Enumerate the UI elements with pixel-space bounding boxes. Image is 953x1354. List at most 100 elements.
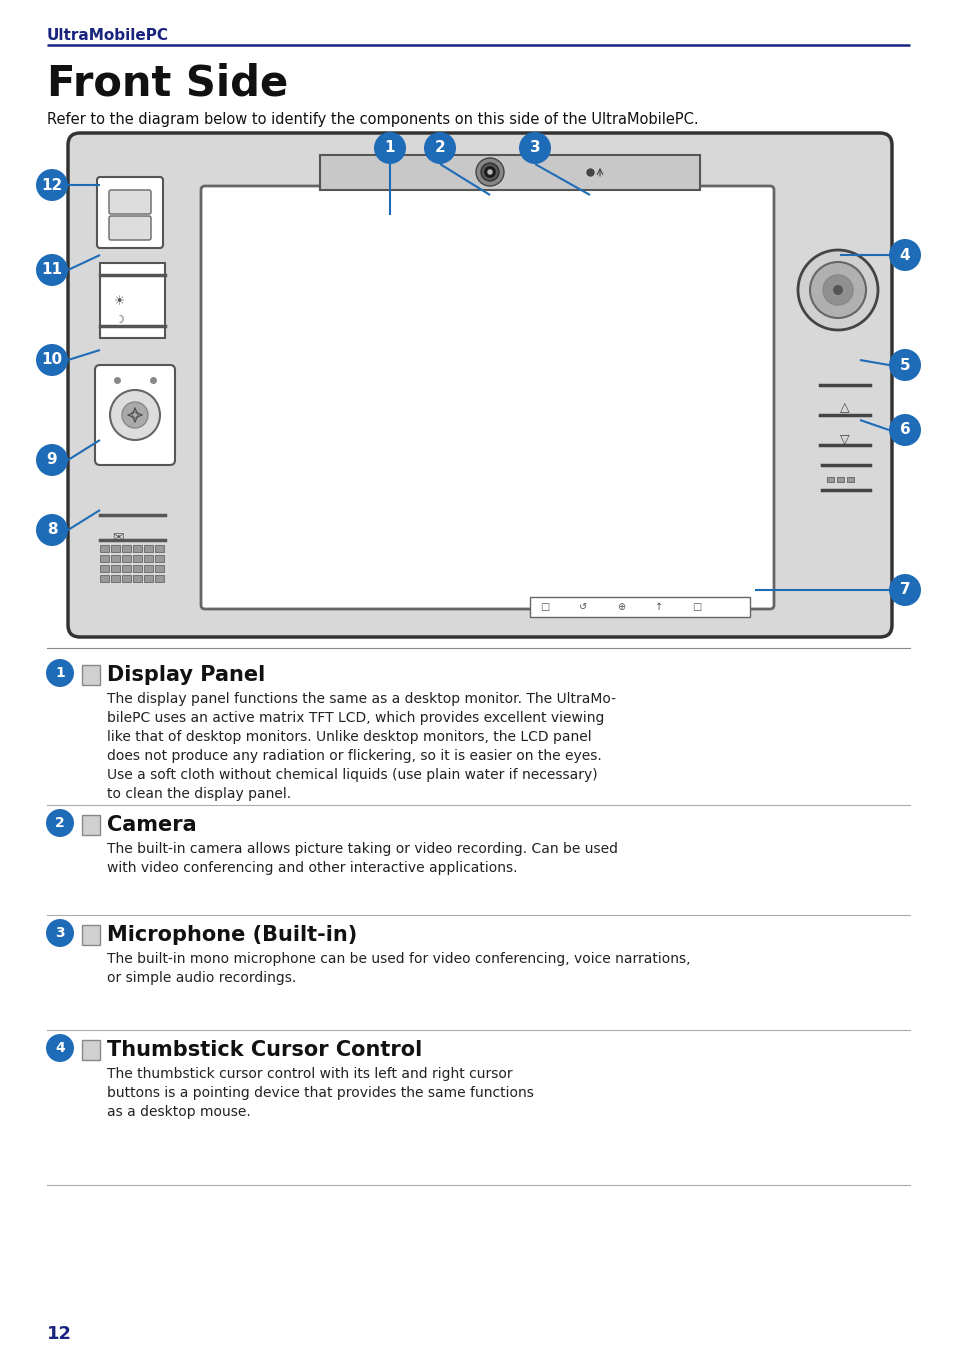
Circle shape	[888, 240, 920, 271]
Bar	[100, 263, 165, 338]
Circle shape	[476, 158, 503, 185]
FancyBboxPatch shape	[97, 177, 163, 248]
Bar	[530, 597, 749, 617]
FancyBboxPatch shape	[95, 366, 174, 464]
Circle shape	[36, 444, 68, 477]
Circle shape	[46, 808, 74, 837]
Text: UltraMobilePC: UltraMobilePC	[47, 28, 169, 43]
Bar	[100, 575, 109, 582]
Bar	[100, 565, 109, 571]
Bar	[836, 477, 843, 482]
Circle shape	[46, 659, 74, 686]
Bar	[122, 546, 131, 552]
Text: 9: 9	[47, 452, 57, 467]
Text: The built-in camera allows picture taking or video recording. Can be used
with v: The built-in camera allows picture takin…	[107, 842, 618, 875]
Circle shape	[518, 131, 551, 164]
Text: □: □	[692, 603, 700, 612]
Bar	[144, 546, 152, 552]
Text: 4: 4	[899, 248, 909, 263]
Bar	[154, 565, 164, 571]
Text: 8: 8	[47, 523, 57, 538]
Circle shape	[46, 1034, 74, 1062]
Circle shape	[36, 515, 68, 546]
Text: ⊕: ⊕	[617, 603, 624, 612]
Circle shape	[36, 169, 68, 200]
Bar	[132, 565, 142, 571]
Text: 4: 4	[55, 1041, 65, 1055]
Text: The display panel functions the same as a desktop monitor. The UltraMo-
bilePC u: The display panel functions the same as …	[107, 692, 616, 800]
Bar	[122, 575, 131, 582]
Text: The thumbstick cursor control with its left and right cursor
buttons is a pointi: The thumbstick cursor control with its l…	[107, 1067, 534, 1118]
Bar	[144, 555, 152, 562]
Text: Refer to the diagram below to identify the components on this side of the UltraM: Refer to the diagram below to identify t…	[47, 112, 698, 127]
Bar	[111, 555, 120, 562]
Circle shape	[488, 171, 492, 175]
Bar	[111, 546, 120, 552]
Bar	[132, 575, 142, 582]
Circle shape	[423, 131, 456, 164]
Bar	[154, 546, 164, 552]
Text: Microphone (Built-in): Microphone (Built-in)	[107, 925, 356, 945]
Text: Front Side: Front Side	[47, 62, 288, 104]
Bar	[826, 477, 833, 482]
Bar	[154, 575, 164, 582]
Text: 2: 2	[55, 816, 65, 830]
Bar	[132, 546, 142, 552]
Bar	[100, 546, 109, 552]
Bar	[132, 555, 142, 562]
Circle shape	[809, 263, 865, 318]
Bar	[144, 575, 152, 582]
Bar	[82, 815, 100, 835]
Circle shape	[110, 390, 160, 440]
FancyBboxPatch shape	[109, 217, 151, 240]
Circle shape	[832, 284, 842, 295]
Text: 7: 7	[899, 582, 909, 597]
Bar	[82, 925, 100, 945]
FancyBboxPatch shape	[201, 185, 773, 609]
Text: 1: 1	[55, 666, 65, 680]
Text: 10: 10	[41, 352, 63, 367]
Text: □: □	[539, 603, 549, 612]
Text: 1: 1	[384, 141, 395, 156]
Text: Camera: Camera	[107, 815, 196, 835]
Bar	[82, 1040, 100, 1060]
Bar	[122, 565, 131, 571]
Text: 11: 11	[42, 263, 63, 278]
Circle shape	[888, 414, 920, 445]
Bar	[122, 555, 131, 562]
Circle shape	[36, 255, 68, 286]
Text: ☽: ☽	[115, 315, 125, 325]
Text: 5: 5	[899, 357, 909, 372]
Bar	[111, 575, 120, 582]
Text: ↺: ↺	[578, 603, 586, 612]
Text: 3: 3	[529, 141, 539, 156]
Bar	[846, 477, 853, 482]
Circle shape	[888, 574, 920, 607]
Circle shape	[46, 919, 74, 946]
Text: 12: 12	[41, 177, 63, 192]
Bar	[319, 154, 700, 190]
Bar	[836, 477, 843, 482]
Circle shape	[480, 162, 498, 181]
Text: 3: 3	[55, 926, 65, 940]
Text: 2: 2	[435, 141, 445, 156]
FancyBboxPatch shape	[68, 133, 891, 636]
Bar	[826, 477, 833, 482]
Text: ☀: ☀	[114, 295, 126, 307]
Bar	[154, 555, 164, 562]
Circle shape	[484, 167, 495, 177]
Text: ▽: ▽	[840, 433, 849, 445]
Bar	[111, 565, 120, 571]
Bar	[82, 665, 100, 685]
Text: △: △	[840, 401, 849, 414]
Bar	[100, 555, 109, 562]
Bar	[846, 477, 853, 482]
Circle shape	[374, 131, 406, 164]
Bar	[144, 565, 152, 571]
FancyBboxPatch shape	[109, 190, 151, 214]
Text: Thumbstick Cursor Control: Thumbstick Cursor Control	[107, 1040, 422, 1060]
Circle shape	[822, 275, 852, 305]
Text: Display Panel: Display Panel	[107, 665, 265, 685]
Text: ✉: ✉	[112, 531, 124, 546]
Circle shape	[122, 402, 148, 428]
